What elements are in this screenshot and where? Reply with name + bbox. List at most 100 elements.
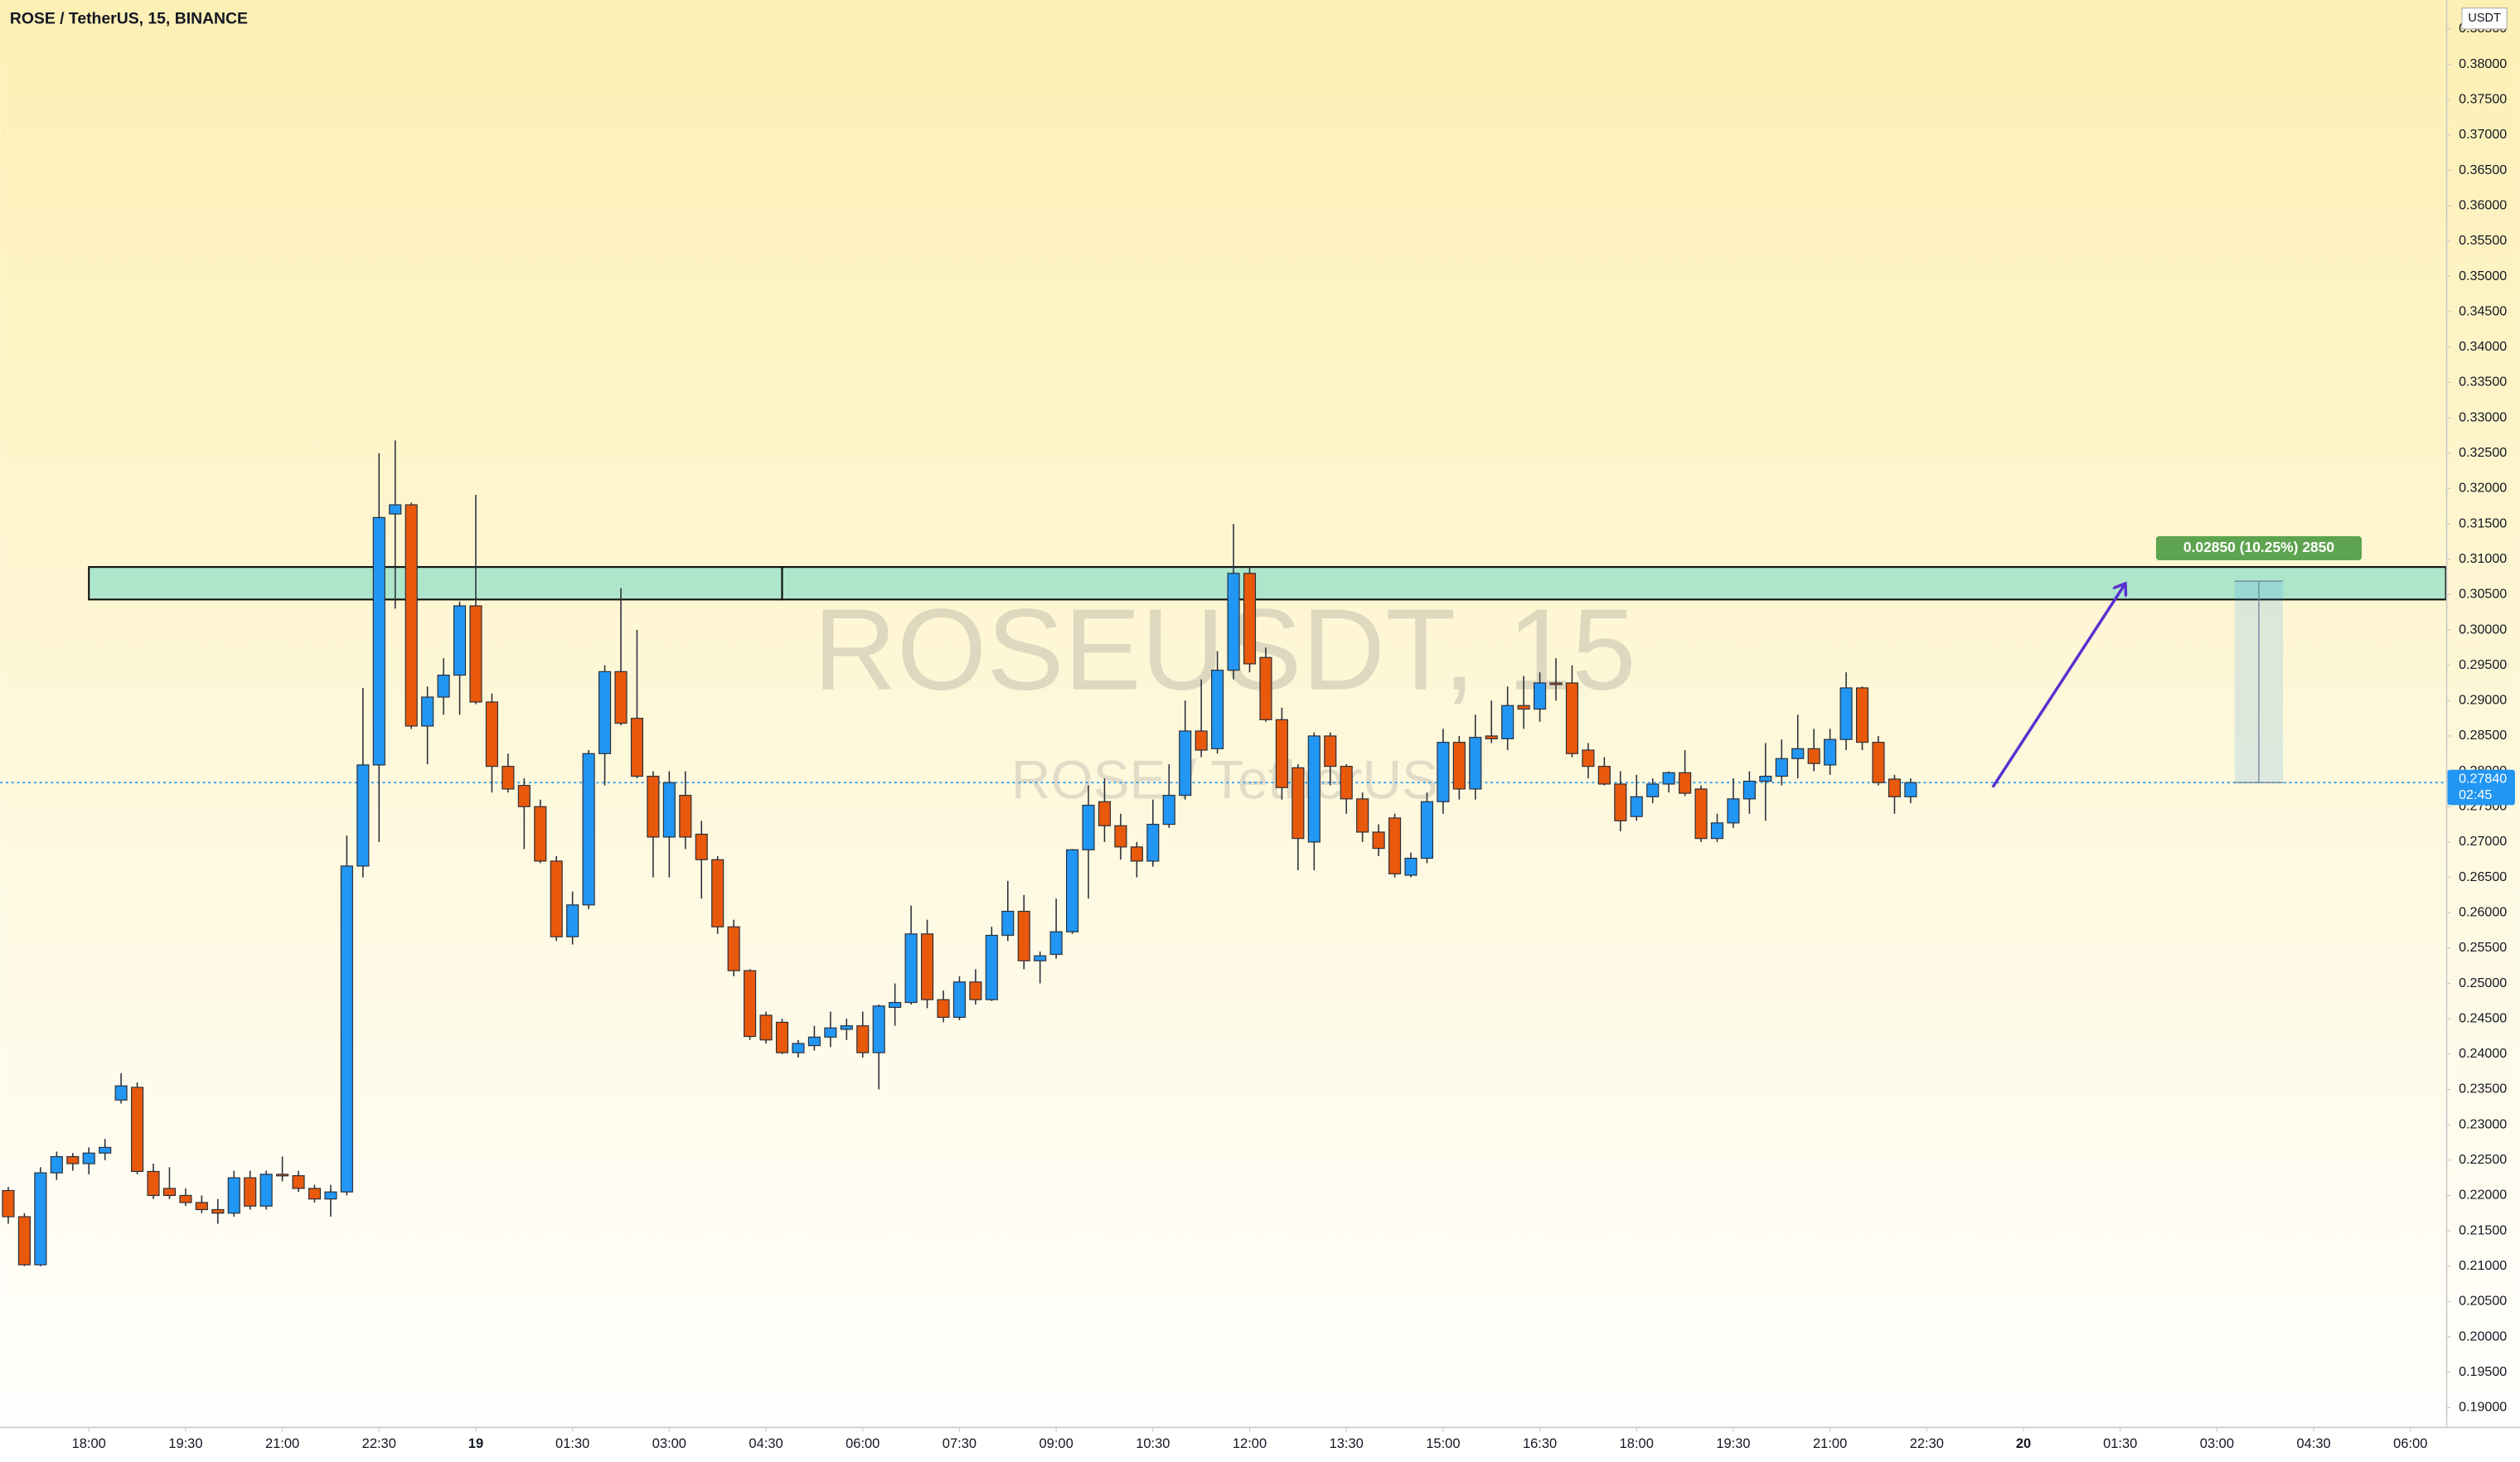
measure-label-box bbox=[2155, 535, 2362, 560]
last-price-label: 0.27840 bbox=[2459, 772, 2507, 787]
candle-body bbox=[276, 1174, 289, 1177]
resistance-zone bbox=[781, 566, 2447, 601]
candle-body bbox=[389, 504, 402, 515]
candle-body bbox=[1146, 824, 1160, 862]
candle-body bbox=[614, 670, 628, 724]
candle-body bbox=[1710, 822, 1724, 840]
candle-body bbox=[1565, 682, 1579, 754]
candle-body bbox=[1904, 782, 1917, 797]
x-tick-label: 03:00 bbox=[2200, 1436, 2234, 1451]
last-price-box bbox=[2447, 769, 2515, 806]
arrow bbox=[1991, 585, 2125, 788]
axes: 0.19000 0.19500 0.20000 0.20500 0.21000 0.215… bbox=[72, 21, 2515, 1451]
y-tick-label: 0.32500 bbox=[2459, 445, 2507, 460]
y-tick-label: 0.24000 bbox=[2459, 1046, 2507, 1061]
candle-body bbox=[437, 675, 450, 698]
y-tick-label: 0.30500 bbox=[2459, 587, 2507, 602]
candle-body bbox=[695, 833, 708, 860]
candle-body bbox=[244, 1177, 257, 1207]
y-tick-label: 0.21000 bbox=[2459, 1258, 2507, 1273]
candle-body bbox=[340, 865, 353, 1193]
x-tick-label: 15:00 bbox=[1426, 1436, 1460, 1451]
candle-body bbox=[1888, 778, 1902, 797]
candle-body bbox=[1098, 801, 1112, 826]
x-tick-label: 19 bbox=[468, 1436, 483, 1451]
y-tick-label: 0.21500 bbox=[2459, 1222, 2507, 1237]
y-tick-label: 0.37000 bbox=[2459, 127, 2507, 142]
x-tick-label: 04:30 bbox=[749, 1436, 783, 1451]
y-tick-label: 0.30000 bbox=[2459, 622, 2507, 637]
candle-body bbox=[259, 1174, 273, 1207]
candle-body bbox=[1807, 748, 1820, 764]
candle-body bbox=[711, 859, 724, 927]
x-tick-label: 22:30 bbox=[1910, 1436, 1944, 1451]
candle-body bbox=[824, 1027, 837, 1038]
candle-body bbox=[1694, 788, 1708, 840]
y-tick-label: 0.23000 bbox=[2459, 1116, 2507, 1131]
candle-body bbox=[1179, 730, 1192, 796]
watermark-symbol: ROSEUSDT, 15 bbox=[813, 585, 1636, 714]
x-tick-label: 09:00 bbox=[1040, 1436, 1073, 1451]
candle-body bbox=[1307, 735, 1321, 843]
y-tick-label: 0.35000 bbox=[2459, 269, 2507, 283]
candle-body bbox=[550, 860, 563, 937]
y-tick-label: 0.34000 bbox=[2459, 339, 2507, 354]
candle-body bbox=[1292, 767, 1305, 840]
candle-body bbox=[920, 933, 934, 1000]
candle-body bbox=[1855, 687, 1869, 743]
candle-body bbox=[598, 670, 612, 754]
plot: 0.02850 (10.25%) 2850 bbox=[0, 440, 2447, 1266]
candle-body bbox=[82, 1152, 95, 1164]
y-tick-label: 0.28500 bbox=[2459, 728, 2507, 743]
candle-body bbox=[1872, 742, 1885, 783]
candle-body bbox=[324, 1191, 337, 1200]
candle-body bbox=[130, 1087, 144, 1173]
candle-body bbox=[1501, 704, 1514, 739]
y-tick-label: 0.25000 bbox=[2459, 975, 2507, 990]
candle-body bbox=[1630, 796, 1643, 817]
candle-body bbox=[405, 504, 418, 727]
candle-body bbox=[1646, 783, 1660, 797]
candle-body bbox=[1824, 738, 1837, 766]
candle-body bbox=[1049, 931, 1063, 956]
chart-title: ROSE / TetherUS, 15, BINANCE bbox=[10, 9, 248, 27]
candle-body bbox=[1404, 857, 1418, 876]
candle-body bbox=[195, 1202, 208, 1211]
x-tick-label: 04:30 bbox=[2296, 1436, 2330, 1451]
candle-body bbox=[372, 516, 385, 766]
candle-body bbox=[904, 933, 918, 1004]
y-tick-label: 0.23500 bbox=[2459, 1082, 2507, 1096]
x-tick-label: 19:30 bbox=[168, 1436, 202, 1451]
x-tick-label: 13:30 bbox=[1330, 1436, 1364, 1451]
countdown-label: 02:45 bbox=[2459, 787, 2492, 802]
candle-body bbox=[292, 1174, 305, 1189]
candle-body bbox=[775, 1021, 789, 1053]
candle-body bbox=[66, 1155, 80, 1164]
y-tick-label: 0.31500 bbox=[2459, 516, 2507, 530]
y-tick-label: 0.27000 bbox=[2459, 834, 2507, 849]
candle-body bbox=[1485, 735, 1498, 739]
candle-body bbox=[1597, 766, 1611, 785]
candle-body bbox=[792, 1043, 805, 1053]
candle-body bbox=[502, 766, 515, 790]
currency-box bbox=[2461, 7, 2508, 30]
candle-body bbox=[147, 1170, 160, 1197]
x-tick-label: 12:00 bbox=[1233, 1436, 1267, 1451]
candle-body bbox=[1372, 831, 1385, 850]
candle-body bbox=[1452, 742, 1466, 790]
candle-body bbox=[211, 1208, 225, 1214]
y-tick-label: 0.25500 bbox=[2459, 940, 2507, 955]
candle-body bbox=[534, 806, 547, 862]
candle-body bbox=[1227, 573, 1240, 671]
y-tick-label: 0.38000 bbox=[2459, 56, 2507, 71]
candle-body bbox=[227, 1177, 240, 1214]
candle-body bbox=[2, 1189, 15, 1218]
candle-body bbox=[630, 718, 644, 777]
x-tick-label: 18:00 bbox=[72, 1436, 106, 1451]
candle-body bbox=[1582, 749, 1595, 767]
candle-body bbox=[937, 999, 950, 1019]
candle-body bbox=[1759, 776, 1772, 782]
candle-body bbox=[985, 934, 998, 1000]
